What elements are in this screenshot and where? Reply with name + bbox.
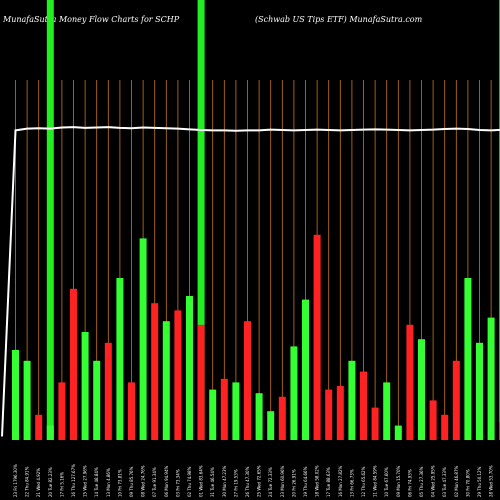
bar [429, 400, 437, 440]
bar [186, 296, 193, 440]
x-tick-label: 13 Mon 4.86% [106, 468, 111, 497]
x-tick-label: 15 Wed 27.96% [83, 465, 88, 497]
bar [151, 303, 159, 440]
chart-title: MunafaSutra Money Flow Charts for SCHP [3, 15, 180, 24]
x-tick-label: 07 Tue 91.34% [152, 467, 157, 497]
x-tick-label: 28 Wed 53.70% [489, 465, 494, 497]
x-tick-label: 10 Tue 67.60% [384, 467, 389, 497]
bar [383, 382, 391, 440]
highlight-bar [197, 0, 205, 440]
bar [406, 324, 414, 440]
x-tick-label: 09 Thu 85.76% [129, 466, 134, 497]
x-tick-label: 03 Fri 73.34% [175, 469, 180, 497]
bar [325, 389, 333, 440]
bar [452, 360, 460, 440]
x-tick-label: 20 Fri 26.91% [291, 469, 296, 497]
money-flow-bars [12, 234, 500, 440]
x-tick-label: 09 Mon 15.70% [396, 465, 401, 497]
bar [267, 411, 275, 440]
bar [360, 371, 367, 440]
x-tick-label: 17 Tue 88.63% [326, 467, 331, 497]
price-line-path [1, 126, 500, 437]
bar [139, 238, 147, 440]
bar [487, 317, 495, 440]
x-tick-label: 16 Mon 27.82% [338, 465, 343, 497]
bar [232, 382, 240, 440]
bar [290, 346, 298, 440]
bar [371, 407, 379, 440]
x-tick-label: 22 Thu 84.91% [25, 466, 30, 497]
x-tick-label: 04 Wed 25.95% [431, 465, 436, 497]
x-tick-label: 23 Fri 1796.30% [13, 464, 18, 497]
highlight-bar [46, 0, 54, 440]
bar [81, 332, 89, 440]
bar [220, 378, 228, 440]
x-tick-label: 08 Wed 24.76% [141, 465, 146, 497]
x-tick-label: 16 Thu 127.67% [71, 464, 76, 497]
bar [174, 310, 182, 440]
x-tick-label: 03 Tue 47.33% [442, 467, 447, 497]
bar [35, 414, 43, 440]
x-tick-label: 26 Thu 47.30% [245, 466, 250, 497]
bar [418, 339, 425, 440]
bar [244, 321, 251, 440]
x-tick-label: 30 Fri 70.80% [465, 469, 470, 497]
x-tick-label: 29 Thu 50.12% [477, 466, 482, 497]
x-tick-label: 20 Tue 82.23% [48, 467, 53, 497]
bar [116, 278, 124, 440]
x-tick-label: 30 Mon 47.23% [222, 465, 227, 497]
chart-subtitle: (Schwab US Tips ETF) MunafaSutra.com [255, 15, 423, 24]
x-tick-label: 21 Wed 4.92% [36, 468, 41, 497]
x-tick-label: 23 Mon 60.96% [280, 465, 285, 497]
x-tick-label: 06 Mon 94.94% [164, 465, 169, 497]
bar [476, 342, 483, 440]
bar [70, 288, 77, 440]
bar [336, 386, 344, 440]
x-tick-label: 27 Fri 19.53% [233, 469, 238, 497]
bar [197, 324, 205, 440]
x-axis-labels: 23 Fri 1796.30% 22 Thu 84.91% 21 Wed 4.92%… [13, 464, 494, 497]
price-line [1, 126, 500, 437]
bar [441, 414, 449, 440]
x-tick-label: 10 Fri 73.81% [117, 469, 122, 497]
bar [209, 389, 217, 440]
x-tick-label: 24 Tue 72.33% [268, 467, 273, 497]
x-tick-label: 14 Tue 48.84% [94, 467, 99, 497]
x-tick-label: 01 Wed 83.64% [199, 465, 204, 497]
bar [348, 360, 356, 440]
bar [255, 393, 263, 440]
bar [46, 425, 54, 440]
x-tick-label: 02 Thu 74.98% [187, 466, 192, 497]
bar [278, 396, 286, 440]
x-tick-label: 02 Mon 46.87% [454, 465, 459, 497]
bar [162, 321, 170, 440]
x-tick-label: 11 Wed 84.59% [373, 465, 378, 497]
bar [93, 360, 101, 440]
bar [302, 299, 309, 440]
x-tick-label: 06 Fri 74.93% [407, 469, 412, 497]
x-tick-label: 05 Thu 27.36% [419, 466, 424, 497]
bar [313, 234, 321, 440]
x-tick-label: 17 Fri 5.16% [59, 472, 64, 497]
bar [394, 425, 402, 440]
x-tick-label: 25 Wed 72.65% [257, 465, 262, 497]
bar [464, 278, 472, 440]
x-tick-label: 31 Tue 46.54% [210, 467, 215, 497]
bar [23, 360, 31, 440]
x-tick-label: 12 Thu 65.62% [361, 466, 366, 497]
x-tick-label: 13 Fri 66.73% [349, 469, 354, 497]
bar [58, 382, 66, 440]
highlight-bars [46, 0, 500, 440]
x-tick-label: 19 Thu 64.66% [303, 466, 308, 497]
bar [128, 382, 135, 440]
bar [104, 342, 112, 440]
bar [12, 350, 19, 440]
x-tick-label: 18 Wed 58.02% [315, 465, 320, 497]
